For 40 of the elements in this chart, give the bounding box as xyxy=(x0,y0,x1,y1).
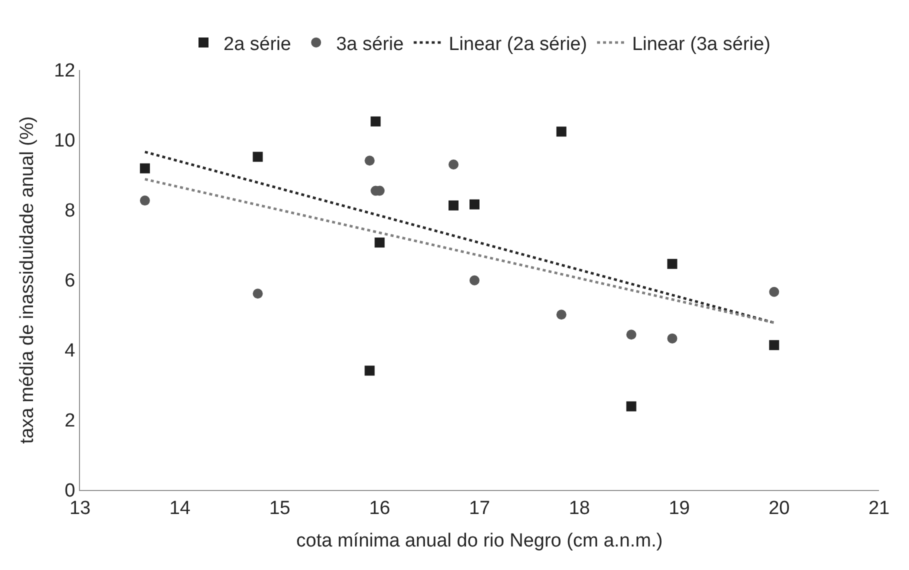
point xyxy=(252,288,263,299)
legend-label: 3a série xyxy=(336,34,404,55)
legend-label: Linear (2a série) xyxy=(448,34,588,55)
point xyxy=(448,160,459,170)
x-tick-label: 16 xyxy=(369,498,390,519)
y-tick-label: 10 xyxy=(54,130,76,152)
x-tick-label: 18 xyxy=(568,498,590,519)
point xyxy=(667,333,678,344)
x-tick-label: 21 xyxy=(868,498,890,519)
legend-label: Linear (3a série) xyxy=(632,34,770,55)
x-axis-title: cota mínima anual do rio Negro (cm a.n.m.) xyxy=(296,530,663,552)
y-axis-title: taxa média de inassiduidade anual (%) xyxy=(16,116,38,444)
point xyxy=(364,366,375,376)
y-tick-label: 4 xyxy=(64,340,76,362)
x-tick-label: 15 xyxy=(269,498,290,519)
point xyxy=(470,275,480,286)
point xyxy=(667,258,678,269)
point xyxy=(626,401,636,412)
y-tick-label: 8 xyxy=(64,200,76,222)
y-tick-label: 12 xyxy=(54,60,76,82)
x-tick-label: 20 xyxy=(768,498,790,519)
point xyxy=(470,199,480,210)
x-tick-label: 19 xyxy=(668,498,690,519)
legend-label: 2a série xyxy=(224,34,292,55)
point xyxy=(374,238,385,248)
x-tick-label: 14 xyxy=(169,498,191,519)
point xyxy=(769,340,780,350)
point xyxy=(556,126,566,137)
y-tick-label: 2 xyxy=(64,410,76,432)
point xyxy=(140,163,150,174)
x-tick-label: 17 xyxy=(468,498,490,519)
point xyxy=(626,330,636,340)
y-tick-label: 6 xyxy=(64,270,76,292)
point xyxy=(252,152,263,162)
point xyxy=(769,286,780,297)
point xyxy=(448,200,459,210)
point xyxy=(556,310,566,320)
point xyxy=(140,196,150,206)
point xyxy=(364,156,375,166)
point xyxy=(370,116,381,126)
